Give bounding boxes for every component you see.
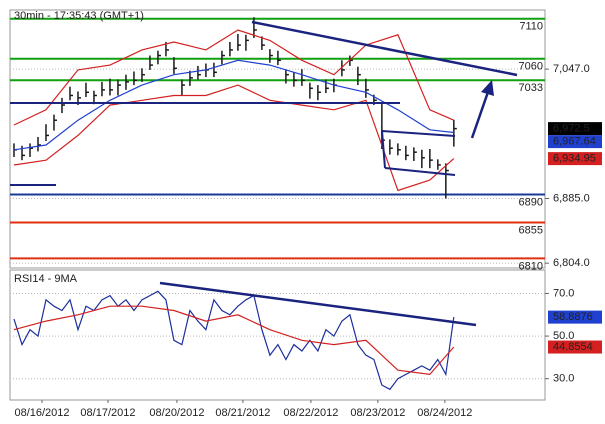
indicator-title: RSI14 - 9MA: [14, 273, 78, 285]
channel-line: [381, 130, 456, 137]
price-marker-label: 6,972.5: [553, 123, 590, 135]
price-marker-box: [548, 152, 602, 166]
price-marker: 6,967.64: [548, 135, 602, 149]
series-line: [13, 84, 455, 192]
price-marker-label: 6,934.95: [553, 153, 596, 165]
level-label: 6890: [519, 196, 543, 208]
series-line: [13, 305, 455, 376]
price-marker-box: [548, 122, 602, 136]
price-marker-label: 58.8876: [553, 311, 593, 323]
series-line: [13, 290, 455, 391]
price-marker-box: [548, 310, 602, 324]
arrow-head: [481, 80, 494, 96]
trend-line: [251, 20, 518, 77]
y-tick-label: 50.0: [553, 330, 574, 342]
x-tick-label: 08/23/2012: [350, 407, 405, 419]
rsi-panel: [9, 269, 546, 401]
x-tick-label: 08/24/2012: [417, 407, 472, 419]
price-marker-box: [548, 340, 602, 354]
channel-line: [381, 130, 386, 169]
x-tick-label: 08/20/2012: [149, 407, 204, 419]
price-panel: [9, 9, 546, 269]
y-tick-label: 6,885.0: [553, 192, 590, 204]
level-label: 7110: [519, 21, 543, 33]
price-marker: 58.8876: [548, 310, 602, 324]
level-label: 7060: [519, 61, 543, 73]
x-tick-label: 08/16/2012: [14, 407, 69, 419]
data-layer: [10, 17, 545, 391]
x-tick-label: 08/21/2012: [215, 407, 270, 419]
price-marker-label: 44.8554: [553, 341, 593, 353]
chart-title: 30min - 17:35:43 (GMT+1): [14, 10, 144, 22]
rsi-trend-line: [159, 281, 477, 327]
x-tick-label: 08/22/2012: [283, 407, 338, 419]
x-tick-label: 08/17/2012: [80, 407, 135, 419]
y-tick-label: 6,804.0: [553, 257, 590, 269]
price-marker: 6,972.5: [548, 122, 602, 136]
channel-line: [384, 167, 456, 176]
arrow: [470, 91, 490, 139]
level-label: 6855: [519, 224, 543, 236]
annotations: [10, 20, 518, 327]
price-marker-label: 6,967.64: [553, 136, 596, 148]
price-marker-box: [548, 135, 602, 149]
price-marker: 44.8554: [548, 340, 602, 354]
y-tick-label: 30.0: [553, 373, 574, 385]
level-label: 6810: [519, 260, 543, 272]
y-tick-label: 70.0: [553, 287, 574, 299]
level-label: 7033: [519, 82, 543, 94]
y-tick-label: 7,047.0: [553, 63, 590, 75]
series-line: [13, 29, 455, 126]
price-marker: 6,934.95: [548, 152, 602, 166]
